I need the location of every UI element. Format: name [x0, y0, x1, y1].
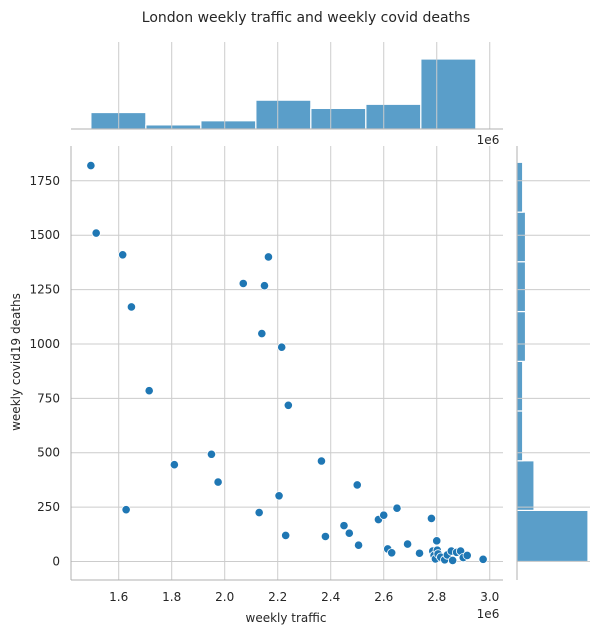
y-tick-label: 1500: [29, 228, 60, 242]
scatter-point: [426, 513, 437, 524]
scatter-point: [320, 531, 331, 542]
top-histogram: [90, 58, 477, 130]
scatter-point: [462, 550, 472, 561]
scatter-point: [213, 477, 223, 487]
scatter-point: [432, 536, 442, 546]
top-histogram-bar: [365, 103, 422, 130]
scatter-point: [126, 302, 137, 312]
right-histogram-bar: [516, 211, 527, 263]
scatter-point: [402, 539, 413, 549]
grid: [71, 42, 590, 580]
scatter-point: [352, 480, 362, 490]
top-histogram-bar: [255, 99, 312, 130]
right-histogram-bar: [516, 161, 524, 213]
scatter-point: [238, 278, 248, 289]
x-axis-offset-label: 1e6: [477, 607, 500, 621]
scatter-point: [387, 548, 397, 558]
top-histogram-bar: [200, 120, 257, 130]
scatter-point: [274, 491, 284, 501]
x-tick-label: 2.8: [427, 590, 446, 604]
right-histogram-bar: [516, 310, 527, 362]
scatter-point: [344, 528, 354, 538]
scatter-point: [478, 554, 488, 564]
scatter-point: [259, 281, 270, 291]
x-tick-label: 3.0: [480, 590, 499, 604]
scatter-point: [118, 250, 128, 260]
x-tick-label: 2.6: [374, 590, 393, 604]
top-histogram-offset-label: 1e6: [477, 133, 500, 147]
scatter-point: [206, 449, 217, 459]
scatter-point: [86, 160, 96, 171]
chart-title: London weekly traffic and weekly covid d…: [142, 10, 470, 26]
scatter-point: [414, 548, 425, 558]
top-histogram-bar: [420, 58, 477, 130]
scatter-point: [121, 505, 131, 515]
top-histogram-bar: [310, 107, 367, 130]
scatter-points: [86, 160, 488, 566]
y-tick-label: 0: [52, 555, 60, 569]
y-tick-label: 250: [37, 500, 60, 514]
right-histogram-bar: [516, 509, 589, 563]
scatter-point: [91, 228, 101, 238]
right-histogram-bar: [516, 410, 524, 462]
right-histogram-bar: [516, 261, 527, 313]
x-tick-label: 2.2: [268, 590, 287, 604]
x-tick-label: 1.6: [109, 590, 128, 604]
y-tick-labels: 0 250 500 750 1000 1250 1500 1750: [29, 174, 60, 569]
scatter-point: [144, 386, 154, 396]
scatter-point: [254, 507, 264, 518]
axis-spines: [70, 128, 518, 581]
right-histogram-bar: [516, 360, 524, 412]
x-tick-labels: 1.6 1.8 2.0 2.2 2.4 2.6 2.8 3.0: [109, 590, 499, 604]
y-tick-label: 1000: [29, 337, 60, 351]
scatter-point: [283, 400, 293, 410]
x-axis-label: weekly traffic: [246, 611, 327, 625]
y-tick-label: 1250: [29, 283, 60, 297]
x-tick-label: 1.8: [162, 590, 181, 604]
y-tick-label: 1750: [29, 174, 60, 188]
scatter-point: [448, 555, 458, 566]
scatter-point: [379, 510, 389, 520]
scatter-point: [353, 540, 364, 550]
scatter-point: [316, 456, 327, 466]
right-histogram-bar: [516, 460, 535, 511]
x-tick-label: 2.4: [321, 590, 340, 604]
scatter-point: [392, 503, 402, 513]
scatter-point: [169, 460, 179, 470]
y-tick-label: 750: [37, 391, 60, 405]
x-tick-label: 2.0: [215, 590, 234, 604]
scatter-point: [263, 252, 274, 262]
right-histogram: [516, 161, 589, 563]
scatter-point: [281, 530, 291, 541]
top-histogram-bar: [145, 124, 202, 130]
y-tick-label: 500: [37, 446, 60, 460]
y-axis-label: weekly covid19 deaths: [9, 293, 23, 431]
scatter-point: [339, 521, 349, 531]
scatter-point: [277, 342, 287, 352]
scatter-point: [257, 328, 267, 339]
